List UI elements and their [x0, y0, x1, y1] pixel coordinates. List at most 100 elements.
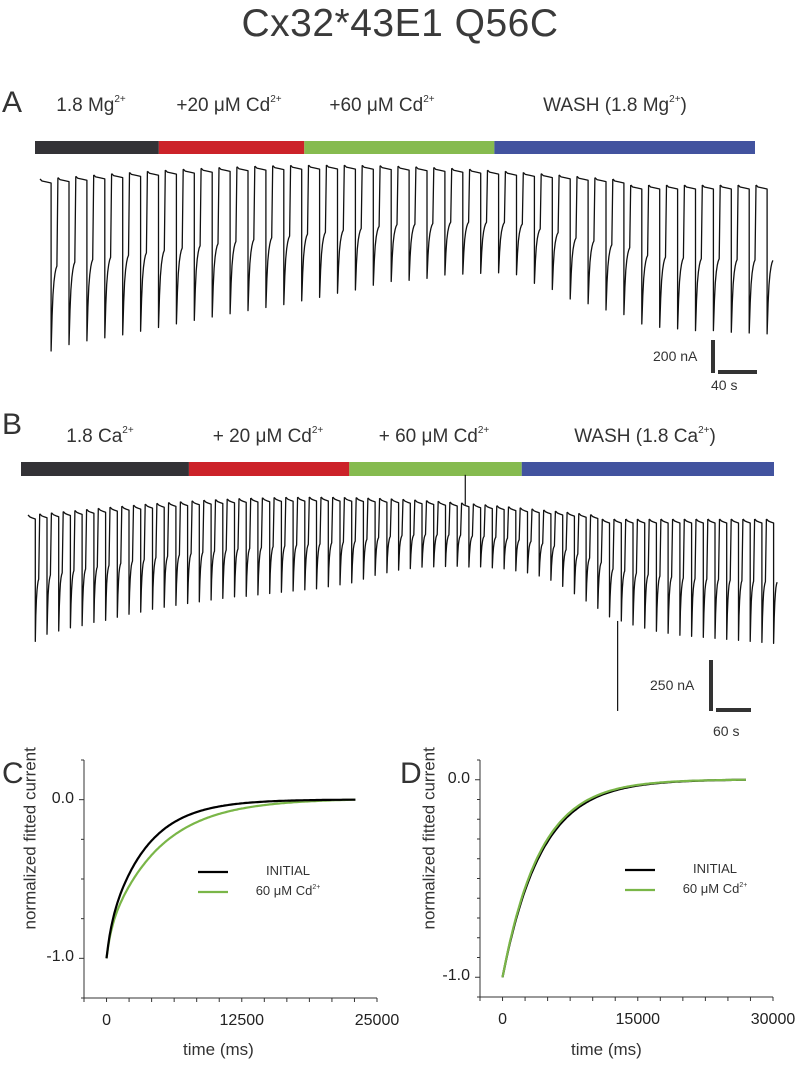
- pulse-trace: [320, 496, 334, 588]
- label-text: INITIAL: [692, 861, 738, 876]
- pulse-trace: [461, 502, 475, 568]
- pulse-trace: [484, 504, 498, 569]
- pulse-trace: [74, 509, 88, 627]
- panel-c-xlabel: time (ms): [183, 1040, 254, 1059]
- pulse-trace: [355, 497, 369, 580]
- pulse-trace: [164, 169, 184, 325]
- pulse-trace: [182, 168, 202, 322]
- pulse-trace: [437, 500, 451, 568]
- y-tick-label: 0.0: [447, 769, 470, 787]
- pulse-trace: [504, 170, 524, 276]
- pulse-trace: [50, 511, 64, 632]
- pulse-trace: [707, 518, 721, 639]
- panel-b-trace-chart: [21, 462, 778, 712]
- label-text: + 20 μM Cd: [212, 426, 312, 447]
- label-text: +60 μM Cd: [329, 95, 424, 116]
- pulse-trace: [554, 510, 568, 588]
- y-tick-label: -1.0: [46, 948, 74, 966]
- pulse-trace: [496, 505, 510, 570]
- pulse-trace: [719, 184, 739, 333]
- pulse-trace: [129, 171, 149, 332]
- pulse-trace: [39, 512, 53, 635]
- pulse-trace: [451, 167, 471, 275]
- pulse-trace: [630, 184, 650, 325]
- condition-label: 1.8 Ca2+: [66, 425, 133, 448]
- label-text: + 60 μM Cd: [378, 426, 478, 447]
- pulse-trace: [111, 172, 131, 336]
- pulse-trace: [272, 165, 292, 306]
- y-tick-label: 0.0: [51, 789, 74, 807]
- label-text: 1.8 Ca: [66, 426, 123, 447]
- pulse-trace: [415, 166, 435, 280]
- pulse-trace: [297, 496, 310, 591]
- pulse-trace: [86, 508, 99, 624]
- pulse-trace: [566, 511, 580, 595]
- pulse-trace: [487, 169, 507, 274]
- pulse-trace: [402, 498, 416, 570]
- pulse-trace: [765, 518, 778, 645]
- x-tick-label: 30000: [750, 1011, 796, 1028]
- pulse-trace: [390, 498, 404, 571]
- pulse-trace: [308, 496, 322, 590]
- label-text: INITIAL: [265, 863, 311, 878]
- pulse-trace: [133, 504, 146, 613]
- pulse-trace: [737, 184, 757, 334]
- pulse-trace: [590, 514, 603, 609]
- label-superscript: 2+: [312, 884, 321, 891]
- pulse-trace: [472, 503, 486, 568]
- label-superscript: 2+: [122, 425, 134, 436]
- condition-label: WASH (1.8 Ca2+): [574, 425, 716, 448]
- pulse-trace: [57, 176, 77, 346]
- condition-label: 1.8 Mg2+: [56, 94, 126, 117]
- pulse-trace: [672, 518, 685, 636]
- panel-label-c: C: [2, 757, 24, 790]
- pulse-trace: [325, 164, 345, 294]
- pulse-trace: [469, 168, 489, 275]
- label-text: 60 μM Cd: [255, 883, 313, 898]
- legend-entry: 60 μM Cd2+: [670, 881, 760, 896]
- pulse-trace: [254, 165, 274, 309]
- pulse-trace: [397, 165, 417, 281]
- label-superscript: 2+: [698, 425, 710, 436]
- pulse-trace: [730, 518, 744, 641]
- condition-label: +20 μM Cd2+: [176, 94, 281, 117]
- pulse-trace: [93, 173, 113, 339]
- label-text: 60 μM Cd: [682, 881, 740, 896]
- pulse-trace: [683, 184, 703, 332]
- label-text: +20 μM Cd: [176, 95, 271, 116]
- current-trace: [27, 496, 778, 645]
- label-superscript: 2+: [477, 425, 490, 436]
- current-trace: [39, 164, 774, 352]
- pulse-trace: [578, 512, 592, 602]
- label-text: 1.8 Mg: [56, 95, 115, 116]
- pulse-trace: [226, 498, 240, 598]
- pulse-trace: [285, 496, 299, 592]
- pulse-trace: [191, 500, 205, 603]
- x-tick-label: 12500: [219, 1012, 265, 1029]
- pulse-trace: [97, 507, 111, 621]
- pulse-trace: [636, 518, 650, 629]
- pulse-trace: [200, 167, 220, 318]
- pulse-trace: [261, 497, 275, 595]
- condition-bar-segment: [494, 141, 755, 154]
- pulse-trace: [594, 177, 614, 311]
- panel-d-xlabel: time (ms): [571, 1040, 642, 1059]
- pulse-trace: [519, 507, 533, 574]
- condition-bar-segment: [349, 462, 522, 476]
- condition-bar-segment: [304, 141, 495, 154]
- pulse-trace: [660, 518, 674, 634]
- pulse-trace: [146, 170, 166, 329]
- x-tick-label: 0: [102, 1012, 111, 1029]
- pulse-trace: [343, 496, 357, 584]
- pulse-trace: [414, 499, 428, 568]
- pulse-trace: [308, 164, 328, 299]
- legend-entry: INITIAL: [243, 863, 333, 878]
- condition-label: WASH (1.8 Mg2+): [543, 94, 687, 117]
- pulse-trace: [558, 174, 578, 300]
- condition-label: + 20 μM Cd2+: [213, 425, 324, 448]
- pulse-trace: [508, 506, 521, 572]
- legend-entry: 60 μM Cd2+: [243, 883, 333, 898]
- scale-bar-b-y-label: 250 nA: [650, 677, 695, 693]
- pulse-trace: [250, 497, 264, 596]
